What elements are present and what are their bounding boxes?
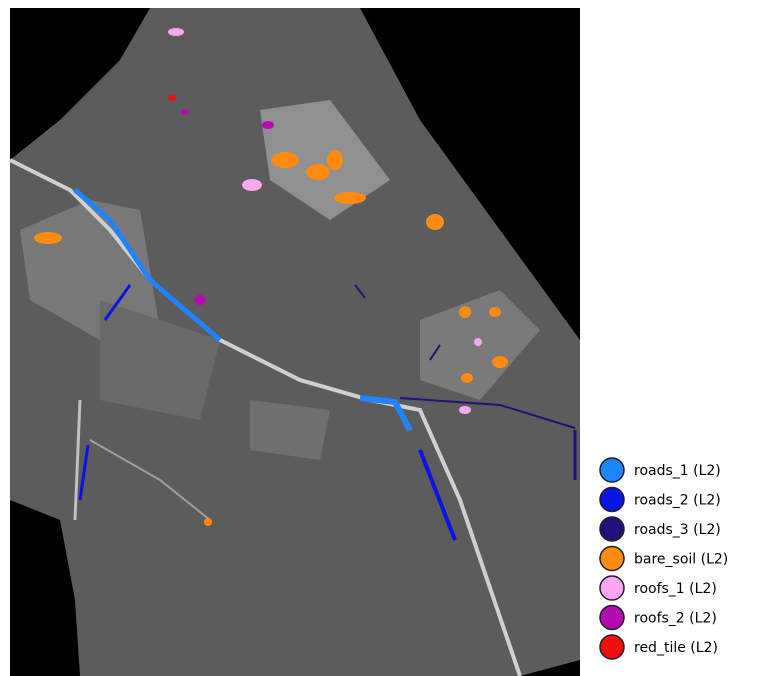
legend-label: roads_2 (L2) <box>634 493 721 509</box>
legend-swatch <box>600 576 624 600</box>
class-patch <box>459 406 471 414</box>
class-patch <box>242 179 262 191</box>
class-patch <box>474 338 482 346</box>
class-patch <box>327 150 343 170</box>
class-patch <box>204 518 212 526</box>
map-view: roads_1 (L2) roads_2 (L2) roads_3 (L2) bare… <box>0 0 771 676</box>
legend-swatch <box>600 458 624 482</box>
class-patch <box>334 192 366 204</box>
class-patch <box>34 232 62 244</box>
class-patch <box>461 373 473 383</box>
field <box>250 400 330 460</box>
legend-label: roads_3 (L2) <box>634 522 721 538</box>
page: roads_1 (L2) roads_2 (L2) roads_3 (L2) bare… <box>0 0 771 676</box>
legend-label: red_tile (L2) <box>634 640 718 656</box>
legend: roads_1 (L2) roads_2 (L2) roads_3 (L2) bare… <box>600 458 728 659</box>
class-patch <box>168 95 176 101</box>
legend-swatch <box>600 547 624 571</box>
legend-swatch <box>600 488 624 512</box>
legend-swatch <box>600 517 624 541</box>
class-patch <box>194 295 206 305</box>
class-patch <box>271 152 299 168</box>
class-patch <box>489 307 501 317</box>
class-patch <box>459 306 471 318</box>
legend-label: roofs_1 (L2) <box>634 581 717 597</box>
class-patch <box>306 164 330 180</box>
legend-swatch <box>600 635 624 659</box>
legend-label: roofs_2 (L2) <box>634 611 717 627</box>
class-patch <box>181 109 189 115</box>
legend-label: roads_1 (L2) <box>634 463 721 479</box>
class-patch <box>168 28 184 36</box>
class-patch <box>426 214 444 230</box>
legend-label: bare_soil (L2) <box>634 552 728 568</box>
class-patch <box>262 121 274 129</box>
class-patch <box>492 356 508 368</box>
legend-swatch <box>600 606 624 630</box>
